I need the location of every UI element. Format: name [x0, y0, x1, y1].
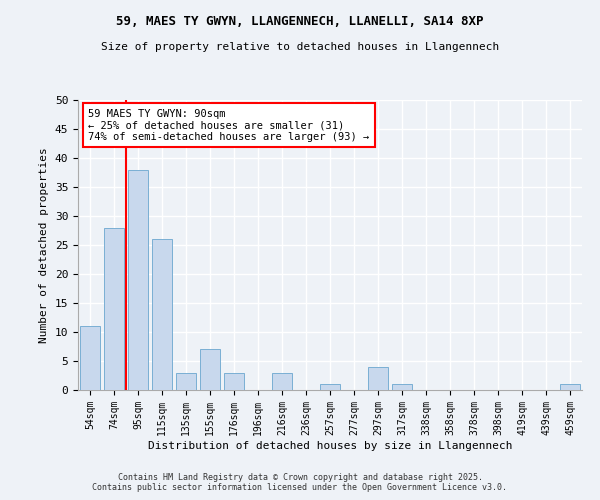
Y-axis label: Number of detached properties: Number of detached properties — [39, 147, 49, 343]
Bar — [104, 228, 124, 390]
Text: Size of property relative to detached houses in Llangennech: Size of property relative to detached ho… — [101, 42, 499, 52]
Bar — [560, 384, 580, 390]
X-axis label: Distribution of detached houses by size in Llangennech: Distribution of detached houses by size … — [148, 440, 512, 450]
Bar — [392, 384, 412, 390]
Text: 59, MAES TY GWYN, LLANGENNECH, LLANELLI, SA14 8XP: 59, MAES TY GWYN, LLANGENNECH, LLANELLI,… — [116, 15, 484, 28]
Bar — [200, 350, 220, 390]
Bar — [224, 372, 244, 390]
Bar — [368, 367, 388, 390]
Bar — [152, 239, 172, 390]
Bar — [128, 170, 148, 390]
Bar — [80, 326, 100, 390]
Bar — [176, 372, 196, 390]
Text: 59 MAES TY GWYN: 90sqm
← 25% of detached houses are smaller (31)
74% of semi-det: 59 MAES TY GWYN: 90sqm ← 25% of detached… — [88, 108, 370, 142]
Text: Contains HM Land Registry data © Crown copyright and database right 2025.
Contai: Contains HM Land Registry data © Crown c… — [92, 473, 508, 492]
Bar — [320, 384, 340, 390]
Bar — [272, 372, 292, 390]
